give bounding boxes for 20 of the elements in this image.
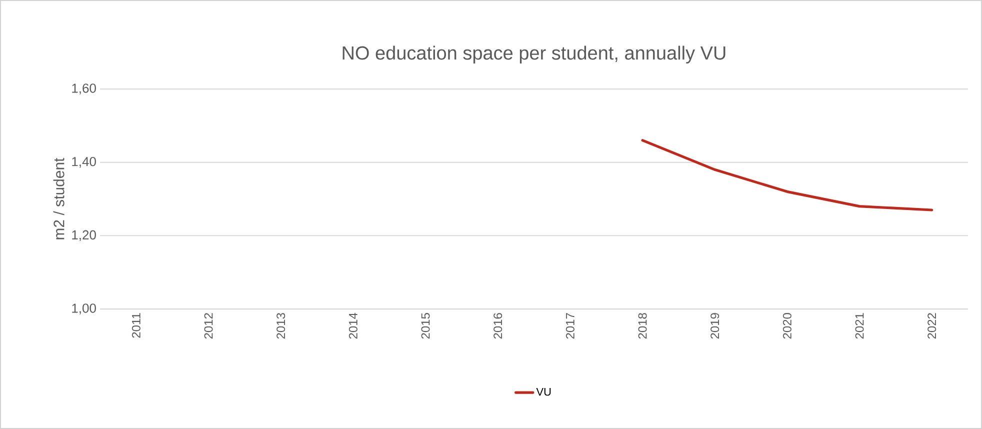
legend-label: VU	[536, 388, 551, 396]
y-axis-title: m2 / student	[53, 158, 64, 240]
x-tick-label: 2017	[566, 313, 574, 339]
x-tick-label: 2022	[928, 313, 936, 339]
x-tick-label: 2021	[855, 313, 864, 339]
x-tick-label: 2014	[348, 312, 358, 339]
y-tick-label: 1,00	[72, 304, 96, 314]
y-tick-label: 1,20	[72, 230, 96, 242]
x-tick-label: 2012	[204, 313, 213, 339]
x-tick-label: 2013	[276, 313, 286, 339]
x-tick-label: 2015	[421, 313, 430, 339]
x-tick-label: 2020	[782, 313, 792, 339]
line-series	[641, 139, 934, 212]
x-tick-label: 2011	[132, 313, 140, 338]
x-tick-label: 2018	[638, 313, 647, 339]
x-tick-label: 2019	[710, 313, 720, 339]
y-tick-label: 1,60	[72, 84, 96, 94]
chart-title: NO education space per student, annually VU	[342, 46, 726, 64]
y-tick-label: 1,40	[72, 156, 96, 168]
x-tick-label: 2016	[494, 313, 502, 339]
